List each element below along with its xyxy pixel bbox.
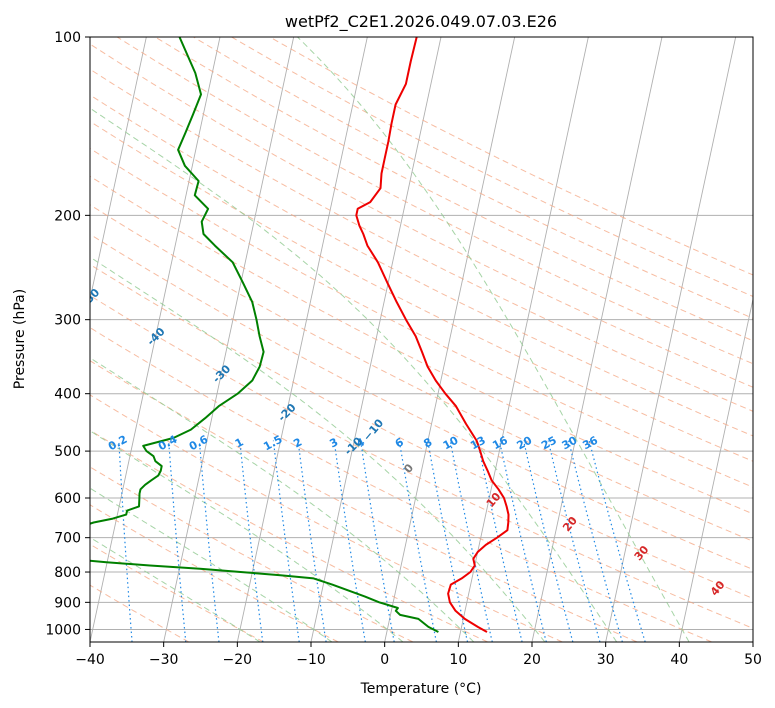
dry-adiabat <box>90 294 753 629</box>
dry-adiabat <box>90 94 753 437</box>
mixing-ratio-line <box>239 440 264 642</box>
x-axis-ticks: −40 −30 −20 −10 0 10 20 30 40 50 <box>75 642 762 668</box>
mixing-ratio-line <box>198 440 220 642</box>
x-tick-label: 0 <box>380 652 389 668</box>
isotherm-line <box>678 297 753 642</box>
dewpoint-profile-line <box>90 37 439 633</box>
y-tick-label: 1000 <box>45 622 81 638</box>
x-tick-label: −10 <box>296 652 326 668</box>
moist-adiabat <box>297 37 690 642</box>
dry-adiabat <box>90 394 563 642</box>
y-tick-label: 900 <box>54 595 81 611</box>
dry-adiabat <box>90 233 753 570</box>
dry-adiabat <box>154 37 753 342</box>
mixing-ratio-label: 20 <box>515 434 535 453</box>
mixing-ratio-line <box>297 440 327 642</box>
isotherm-line <box>457 37 589 642</box>
moist-adiabat <box>90 487 333 642</box>
x-tick-label: −20 <box>223 652 253 668</box>
dry-adiabat <box>90 466 414 642</box>
x-tick-label: −30 <box>149 652 179 668</box>
dry-adiabat <box>90 68 753 412</box>
mixing-ratio-lines <box>118 440 646 642</box>
isotherm-line <box>163 37 295 642</box>
mixing-ratio-line <box>168 440 187 642</box>
y-tick-label: 200 <box>54 208 81 224</box>
mixing-ratio-line <box>118 440 133 642</box>
mixing-ratio-label: 36 <box>580 434 600 453</box>
dry-adiabat <box>90 204 753 542</box>
y-tick-label: 100 <box>54 30 81 46</box>
y-tick-label: 300 <box>54 313 81 329</box>
isotherm-line <box>384 37 516 642</box>
x-tick-label: 20 <box>523 652 541 668</box>
y-axis-ticks: 100 200 300 400 500 600 700 800 900 1000 <box>45 30 90 638</box>
dry-adiabat <box>231 37 753 297</box>
dry-adiabat <box>90 504 339 642</box>
dry-adiabat <box>90 263 753 600</box>
mixing-ratio-line <box>272 440 300 642</box>
dry-adiabat <box>90 327 712 642</box>
temperature-profile-line <box>355 37 510 633</box>
mixing-ratio-label: 10 <box>441 434 461 453</box>
x-tick-label: 10 <box>449 652 467 668</box>
mixing-ratio-line <box>398 440 437 642</box>
isotherm-line <box>90 37 147 302</box>
dry-adiabat <box>90 175 753 515</box>
plot-frame <box>89 36 754 643</box>
y-tick-label: 700 <box>54 531 81 547</box>
x-axis-label: Temperature (°C) <box>360 681 482 697</box>
y-axis-label: Pressure (hPa) <box>12 289 28 389</box>
dry-adiabat <box>90 360 638 642</box>
mixing-ratio-line <box>427 440 469 642</box>
isotherm-line <box>531 37 663 642</box>
mixing-ratio-line <box>449 440 493 642</box>
moist-adiabat <box>90 430 404 642</box>
x-tick-label: 30 <box>597 652 615 668</box>
y-tick-label: 500 <box>54 444 81 460</box>
mixing-ratio-label: 13 <box>468 434 488 453</box>
x-tick-label: −40 <box>75 652 105 668</box>
isotherm-line <box>236 37 368 642</box>
dry-adiabat <box>90 120 753 462</box>
moist-adiabat <box>90 256 546 642</box>
y-tick-label: 600 <box>54 491 81 507</box>
dry-adiabat <box>90 584 190 642</box>
y-tick-label: 800 <box>54 565 81 581</box>
moist-adiabat <box>90 357 475 642</box>
y-tick-label: 400 <box>54 387 81 403</box>
mixing-ratio-label: 25 <box>539 434 559 453</box>
x-tick-label: 50 <box>744 652 762 668</box>
profile-series <box>90 37 510 633</box>
chart-title: wetPf2_C2E1.2026.049.07.03.E26 <box>285 12 557 32</box>
isotherm-line <box>605 37 737 642</box>
dry-adiabat <box>116 37 753 365</box>
mixing-ratio-line <box>476 440 523 642</box>
grid-layer <box>90 37 753 642</box>
mixing-ratio-label: 16 <box>490 434 510 453</box>
moist-adiabats <box>90 37 690 642</box>
mixing-ratio-label: 30 <box>560 434 580 453</box>
isotherm-line <box>90 37 221 642</box>
x-tick-label: 40 <box>670 652 688 668</box>
moist-adiabat <box>90 107 618 642</box>
